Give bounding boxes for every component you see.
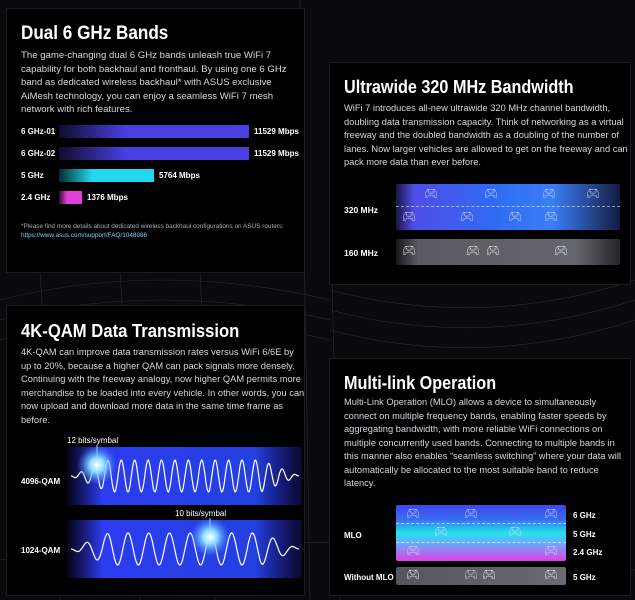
band-label: 6 GHz-01 [21,127,56,136]
lane-160-label: 160 MHz [344,248,379,258]
mlo-band-24: 2.4 GHz [573,548,603,557]
panel-bandwidth: Ultrawide 320 MHz Bandwidth WiFi 7 intro… [329,62,631,285]
mlo-label: MLO [344,531,362,540]
lane-320-label: 320 MHz [344,205,379,215]
gamepad-icon: 🎮︎ [554,245,568,257]
band-speed-value: 5764 Mbps [159,171,200,180]
band-speed-bar [59,147,249,160]
footnote-text: *Please find more details about dedicate… [21,223,284,230]
band-speed-bar [59,169,154,182]
gamepad-icon: 🎮︎ [482,569,496,581]
gamepad-icon: 🎮︎ [406,508,420,520]
gamepad-icon: 🎮︎ [544,569,558,581]
gamepad-icon: 🎮︎ [466,245,480,257]
qam-title: 4K-QAM Data Transmission [21,320,240,341]
gamepad-icon: 🎮︎ [464,569,478,581]
panel-dual-band: Dual 6 GHz Bands The game-changing dual … [6,8,305,273]
footnote-link[interactable]: https://www.asus.com/support/FAQ/1048086 [21,232,148,239]
panel-mlo: Multi-link Operation Multi-Link Operatio… [329,358,631,596]
gamepad-icon: 🎮︎ [484,188,498,200]
gamepad-icon: 🎮︎ [542,188,556,200]
gamepad-icon: 🎮︎ [486,245,500,257]
panel-qam: 4K-QAM Data Transmission 4K-QAM can impr… [6,305,305,596]
mlo-description: Multi-Link Operation (MLO) allows a devi… [344,397,621,488]
mlo-band-5: 5 GHz [573,530,596,539]
band-speed-bar [59,191,82,204]
wave2-bits: 10 bits/symbal [175,509,226,518]
without-mlo-band: 5 GHz [573,573,596,582]
symbol-glow [77,445,117,485]
gamepad-icon: 🎮︎ [464,508,478,520]
gamepad-icon: 🎮︎ [406,545,420,557]
gamepad-icon: 🎮︎ [508,211,522,223]
dual-band-title: Dual 6 GHz Bands [21,23,169,44]
wave-1024-qam [70,532,300,566]
symbol-glow [190,517,230,557]
without-mlo-label: Without MLO [344,573,394,582]
mlo-band-6: 6 GHz [573,511,596,520]
mlo-lanes: 🎮︎ 🎮︎ 🎮︎ 🎮︎ 🎮︎ 🎮︎ 🎮︎ [396,505,566,561]
gamepad-icon: 🎮︎ [424,188,438,200]
band-label: 5 GHz [21,171,44,180]
mlo-title: Multi-link Operation [344,373,497,393]
lane-320-divider [396,206,620,207]
gamepad-icon: 🎮︎ [402,211,416,223]
dual-band-footnote: *Please find more details about dedicate… [21,222,303,240]
band-speed-bar [59,125,249,138]
band-label: 6 GHz-02 [21,149,56,158]
band-speed-value: 11529 Mbps [254,127,299,136]
gamepad-icon: 🎮︎ [402,245,416,257]
bandwidth-title: Ultrawide 320 MHz Bandwidth [344,77,574,97]
gamepad-icon: 🎮︎ [544,508,558,520]
dual-band-description: The game-changing dual 6 GHz bands unlea… [21,50,287,115]
wave1-bits: 12 bits/symbal [67,436,118,445]
gamepad-icon: 🎮︎ [544,545,558,557]
wave2-label: 1024-QAM [21,546,60,555]
bandwidth-description: WiFi 7 introduces all-new ultrawide 320 … [344,103,628,167]
qam-waves: 12 bits/symbal 10 bits/symbal 4096-QAM 1… [21,436,302,578]
gamepad-icon: 🎮︎ [508,526,522,538]
lane-320: 🎮︎ 🎮︎ 🎮︎ 🎮︎ 🎮︎ 🎮︎ 🎮︎ 🎮︎ [396,184,620,230]
without-mlo-lane: 🎮︎ 🎮︎ 🎮︎ 🎮︎ [396,567,566,585]
gamepad-icon: 🎮︎ [434,526,448,538]
gamepad-icon: 🎮︎ [460,211,474,223]
band-speed-value: 11529 Mbps [254,149,299,158]
gamepad-icon: 🎮︎ [586,188,600,200]
band-speed-value: 1376 Mbps [87,193,128,202]
gamepad-icon: 🎮︎ [544,211,558,223]
gamepad-icon: 🎮︎ [406,569,420,581]
lane-160: 🎮︎ 🎮︎ 🎮︎ 🎮︎ [396,239,620,265]
qam-description: 4K-QAM can improve data transmission rat… [21,347,305,425]
band-label: 2.4 GHz [21,193,51,202]
wave1-label: 4096-QAM [21,477,60,486]
